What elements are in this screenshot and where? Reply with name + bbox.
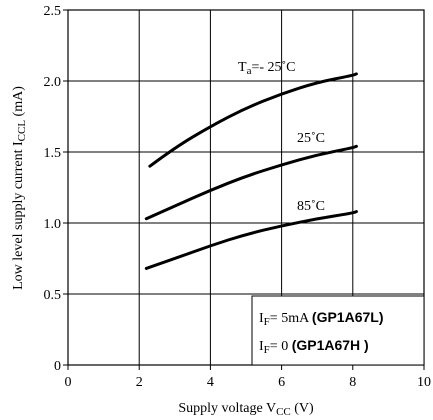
y-axis-label: Low level supply current ICCL (mA) xyxy=(11,86,28,290)
series-line-2 xyxy=(144,210,358,270)
x-tick-label: 4 xyxy=(207,375,214,390)
x-axis-label: Supply voltage VCC (V) xyxy=(178,401,314,418)
y-tick-label: 1.0 xyxy=(44,217,62,232)
series-label-minus25: Ta=- 25˚C xyxy=(238,60,296,77)
series-line-1 xyxy=(144,144,358,221)
y-tick-label: 0 xyxy=(54,359,61,374)
y-tick-label: 1.5 xyxy=(44,146,62,161)
y-tick-label: 2.5 xyxy=(44,4,62,19)
y-tick-label: 0.5 xyxy=(44,288,62,303)
x-tick-label: 8 xyxy=(349,375,356,390)
x-tick-label: 2 xyxy=(136,375,143,390)
x-tick-label: 6 xyxy=(278,375,285,390)
series-line-0 xyxy=(148,72,358,168)
x-tick-label: 0 xyxy=(65,375,72,390)
x-tick-label: 10 xyxy=(417,375,431,390)
y-tick-label: 2.0 xyxy=(44,75,62,90)
condition-line-2: IF= 0 (GP1A67H ) xyxy=(259,337,369,356)
series-label-25: 25˚C xyxy=(297,131,325,146)
condition-line-1: IF= 5mA (GP1A67L) xyxy=(259,309,384,328)
condition-box xyxy=(251,295,425,366)
grid xyxy=(68,10,424,365)
series-label-85: 85˚C xyxy=(297,199,325,214)
plot-frame xyxy=(67,9,425,366)
x-axis-ticks: 0 2 4 6 8 10 xyxy=(65,365,431,390)
y-axis-ticks: 0 0.5 1.0 1.5 2.0 2.5 xyxy=(44,4,68,374)
series-lines xyxy=(144,72,358,270)
